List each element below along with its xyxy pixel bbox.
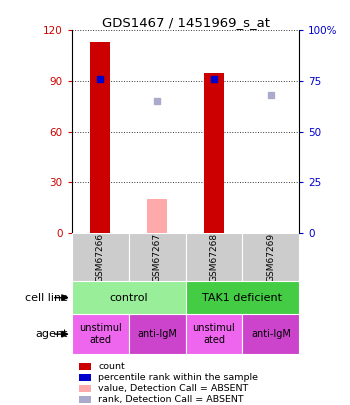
Title: GDS1467 / 1451969_s_at: GDS1467 / 1451969_s_at	[102, 16, 270, 29]
Text: anti-IgM: anti-IgM	[251, 329, 291, 339]
Text: rank, Detection Call = ABSENT: rank, Detection Call = ABSENT	[98, 395, 244, 404]
Text: count: count	[98, 362, 125, 371]
Bar	[242, 314, 299, 354]
Bar	[186, 314, 242, 354]
Bar	[72, 281, 186, 314]
Bar	[186, 281, 299, 314]
Text: cell line: cell line	[25, 293, 68, 303]
Text: GSM67268: GSM67268	[209, 232, 218, 282]
Text: anti-IgM: anti-IgM	[137, 329, 177, 339]
Text: GSM67269: GSM67269	[266, 232, 275, 282]
Text: GSM67267: GSM67267	[153, 232, 162, 282]
Bar	[204, 72, 224, 233]
Bar	[129, 233, 186, 281]
Text: unstimul
ated: unstimul ated	[193, 323, 235, 345]
Bar	[129, 314, 186, 354]
Text: GSM67266: GSM67266	[96, 232, 105, 282]
Text: unstimul
ated: unstimul ated	[79, 323, 121, 345]
Bar	[72, 314, 129, 354]
Text: percentile rank within the sample: percentile rank within the sample	[98, 373, 258, 382]
Text: control: control	[109, 293, 148, 303]
Text: TAK1 deficient: TAK1 deficient	[202, 293, 282, 303]
Text: agent: agent	[36, 329, 68, 339]
Bar	[90, 42, 110, 233]
Bar	[147, 199, 167, 233]
Bar	[186, 233, 242, 281]
Bar	[72, 233, 129, 281]
Text: value, Detection Call = ABSENT: value, Detection Call = ABSENT	[98, 384, 248, 393]
Bar	[242, 233, 299, 281]
